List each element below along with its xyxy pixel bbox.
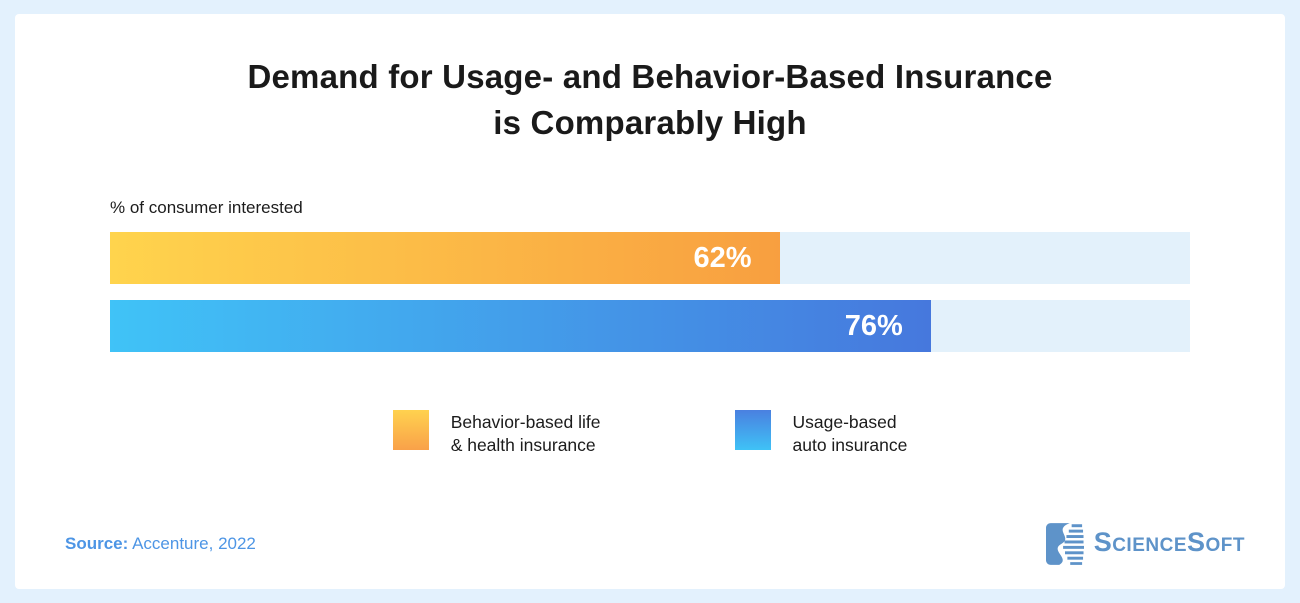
legend-swatch-usage (734, 410, 771, 450)
chart-title: Demand for Usage- and Behavior-Based Ins… (15, 54, 1285, 146)
legend-item-usage: Usage-based auto insurance (734, 410, 908, 457)
chart-title-line1: Demand for Usage- and Behavior-Based Ins… (247, 58, 1053, 95)
sciencesoft-logo-text: ScienceSoft (1093, 526, 1245, 557)
legend-swatch-behavior (392, 410, 429, 450)
bar-track-behavior: 62% (110, 232, 1190, 284)
legend-label-line: Behavior-based life (450, 412, 601, 432)
legend-label-line: & health insurance (450, 435, 596, 455)
legend-label-line: auto insurance (792, 435, 908, 455)
sciencesoft-logo: ScienceSoft (1045, 523, 1245, 565)
bar-usage-based-insurance: 76% (110, 300, 931, 352)
axis-note: % of consumer interested (110, 198, 303, 217)
bar-value-label: 76% (844, 309, 903, 342)
bar-chart: 62% 76% (110, 232, 1190, 352)
chart-title-line2: is Comparably High (493, 104, 807, 141)
legend: Behavior-based life & health insurance U… (15, 410, 1285, 457)
sciencesoft-logo-icon (1045, 523, 1084, 565)
legend-label-usage: Usage-based auto insurance (793, 410, 908, 457)
source-attribution: Source: Accenture, 2022 (65, 534, 256, 554)
legend-label-behavior: Behavior-based life & health insurance (451, 410, 601, 457)
legend-label-line: Usage-based (792, 412, 897, 432)
source-label: Source: (65, 534, 129, 553)
source-value: Accenture, 2022 (128, 534, 256, 553)
chart-card: Demand for Usage- and Behavior-Based Ins… (15, 14, 1285, 589)
bar-value-label: 62% (693, 241, 752, 274)
bar-behavior-based-insurance: 62% (110, 232, 780, 284)
bar-track-usage: 76% (110, 300, 1190, 352)
footer: Source: Accenture, 2022 ScienceSoft (65, 523, 1245, 565)
legend-item-behavior: Behavior-based life & health insurance (392, 410, 601, 457)
